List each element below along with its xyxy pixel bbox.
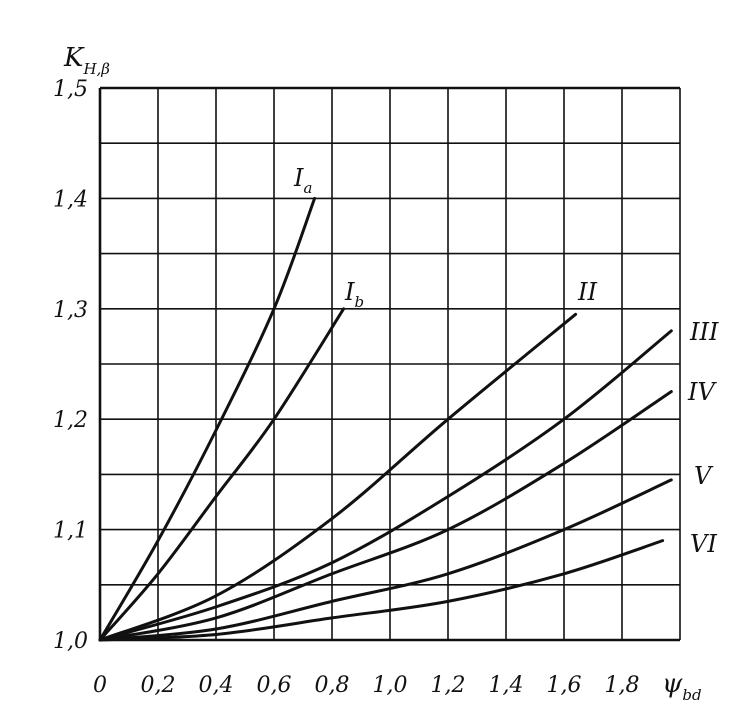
- y-tick-label: 1,2: [53, 408, 88, 433]
- x-tick-label: 1,2: [431, 673, 466, 698]
- curves: [98, 196, 673, 642]
- y-axis-title-main: K: [63, 43, 85, 73]
- curve-label-II: II: [577, 278, 597, 306]
- x-tick-label: 1,6: [547, 673, 582, 698]
- curve-label-IV: IV: [687, 378, 717, 406]
- x-axis-title-main: ψ: [662, 669, 683, 699]
- curve-label-Ib: Ib: [344, 278, 364, 311]
- y-tick-label: 1,1: [53, 519, 88, 544]
- curve-label-V: V: [694, 462, 714, 490]
- curve-label-Ia: Ia: [293, 164, 312, 197]
- grid: [98, 86, 681, 642]
- y-axis-title-sub: H,β: [82, 60, 110, 78]
- series-line-Ib: [98, 307, 346, 642]
- series-line-V: [98, 478, 673, 642]
- series-line-Ia: [98, 196, 317, 642]
- y-tick-label: 1,5: [53, 77, 88, 102]
- y-axis-title: KH,β: [63, 43, 110, 78]
- x-tick-label: 0,2: [141, 673, 176, 698]
- x-tick-label: 0: [93, 673, 107, 698]
- x-tick-label: 0,8: [315, 673, 350, 698]
- x-axis-title: ψbd: [662, 669, 702, 704]
- x-tick-label: 0,4: [199, 673, 234, 698]
- y-tick-label: 1,4: [53, 187, 88, 212]
- series-line-II: [98, 312, 578, 642]
- curve-label-VI: VI: [690, 530, 717, 558]
- x-tick-label: 1,0: [373, 673, 408, 698]
- x-tick-label: 1,4: [489, 673, 524, 698]
- y-axis-ticks: 1,0 1,1 1,2 1,3 1,4 1,5: [53, 77, 88, 654]
- y-tick-label: 1,0: [53, 629, 88, 654]
- series-line-III: [98, 329, 673, 642]
- x-tick-label: 0,6: [257, 673, 292, 698]
- series-line-VI: [98, 539, 665, 642]
- x-axis-ticks: 0 0,2 0,4 0,6 0,8 1,0 1,2 1,4 1,6 1,8: [93, 673, 640, 698]
- curve-label-III: III: [689, 318, 719, 346]
- y-tick-label: 1,3: [53, 298, 88, 323]
- x-tick-label: 1,8: [605, 673, 640, 698]
- series-line-IV: [98, 390, 673, 642]
- x-axis-title-sub: bd: [682, 686, 701, 704]
